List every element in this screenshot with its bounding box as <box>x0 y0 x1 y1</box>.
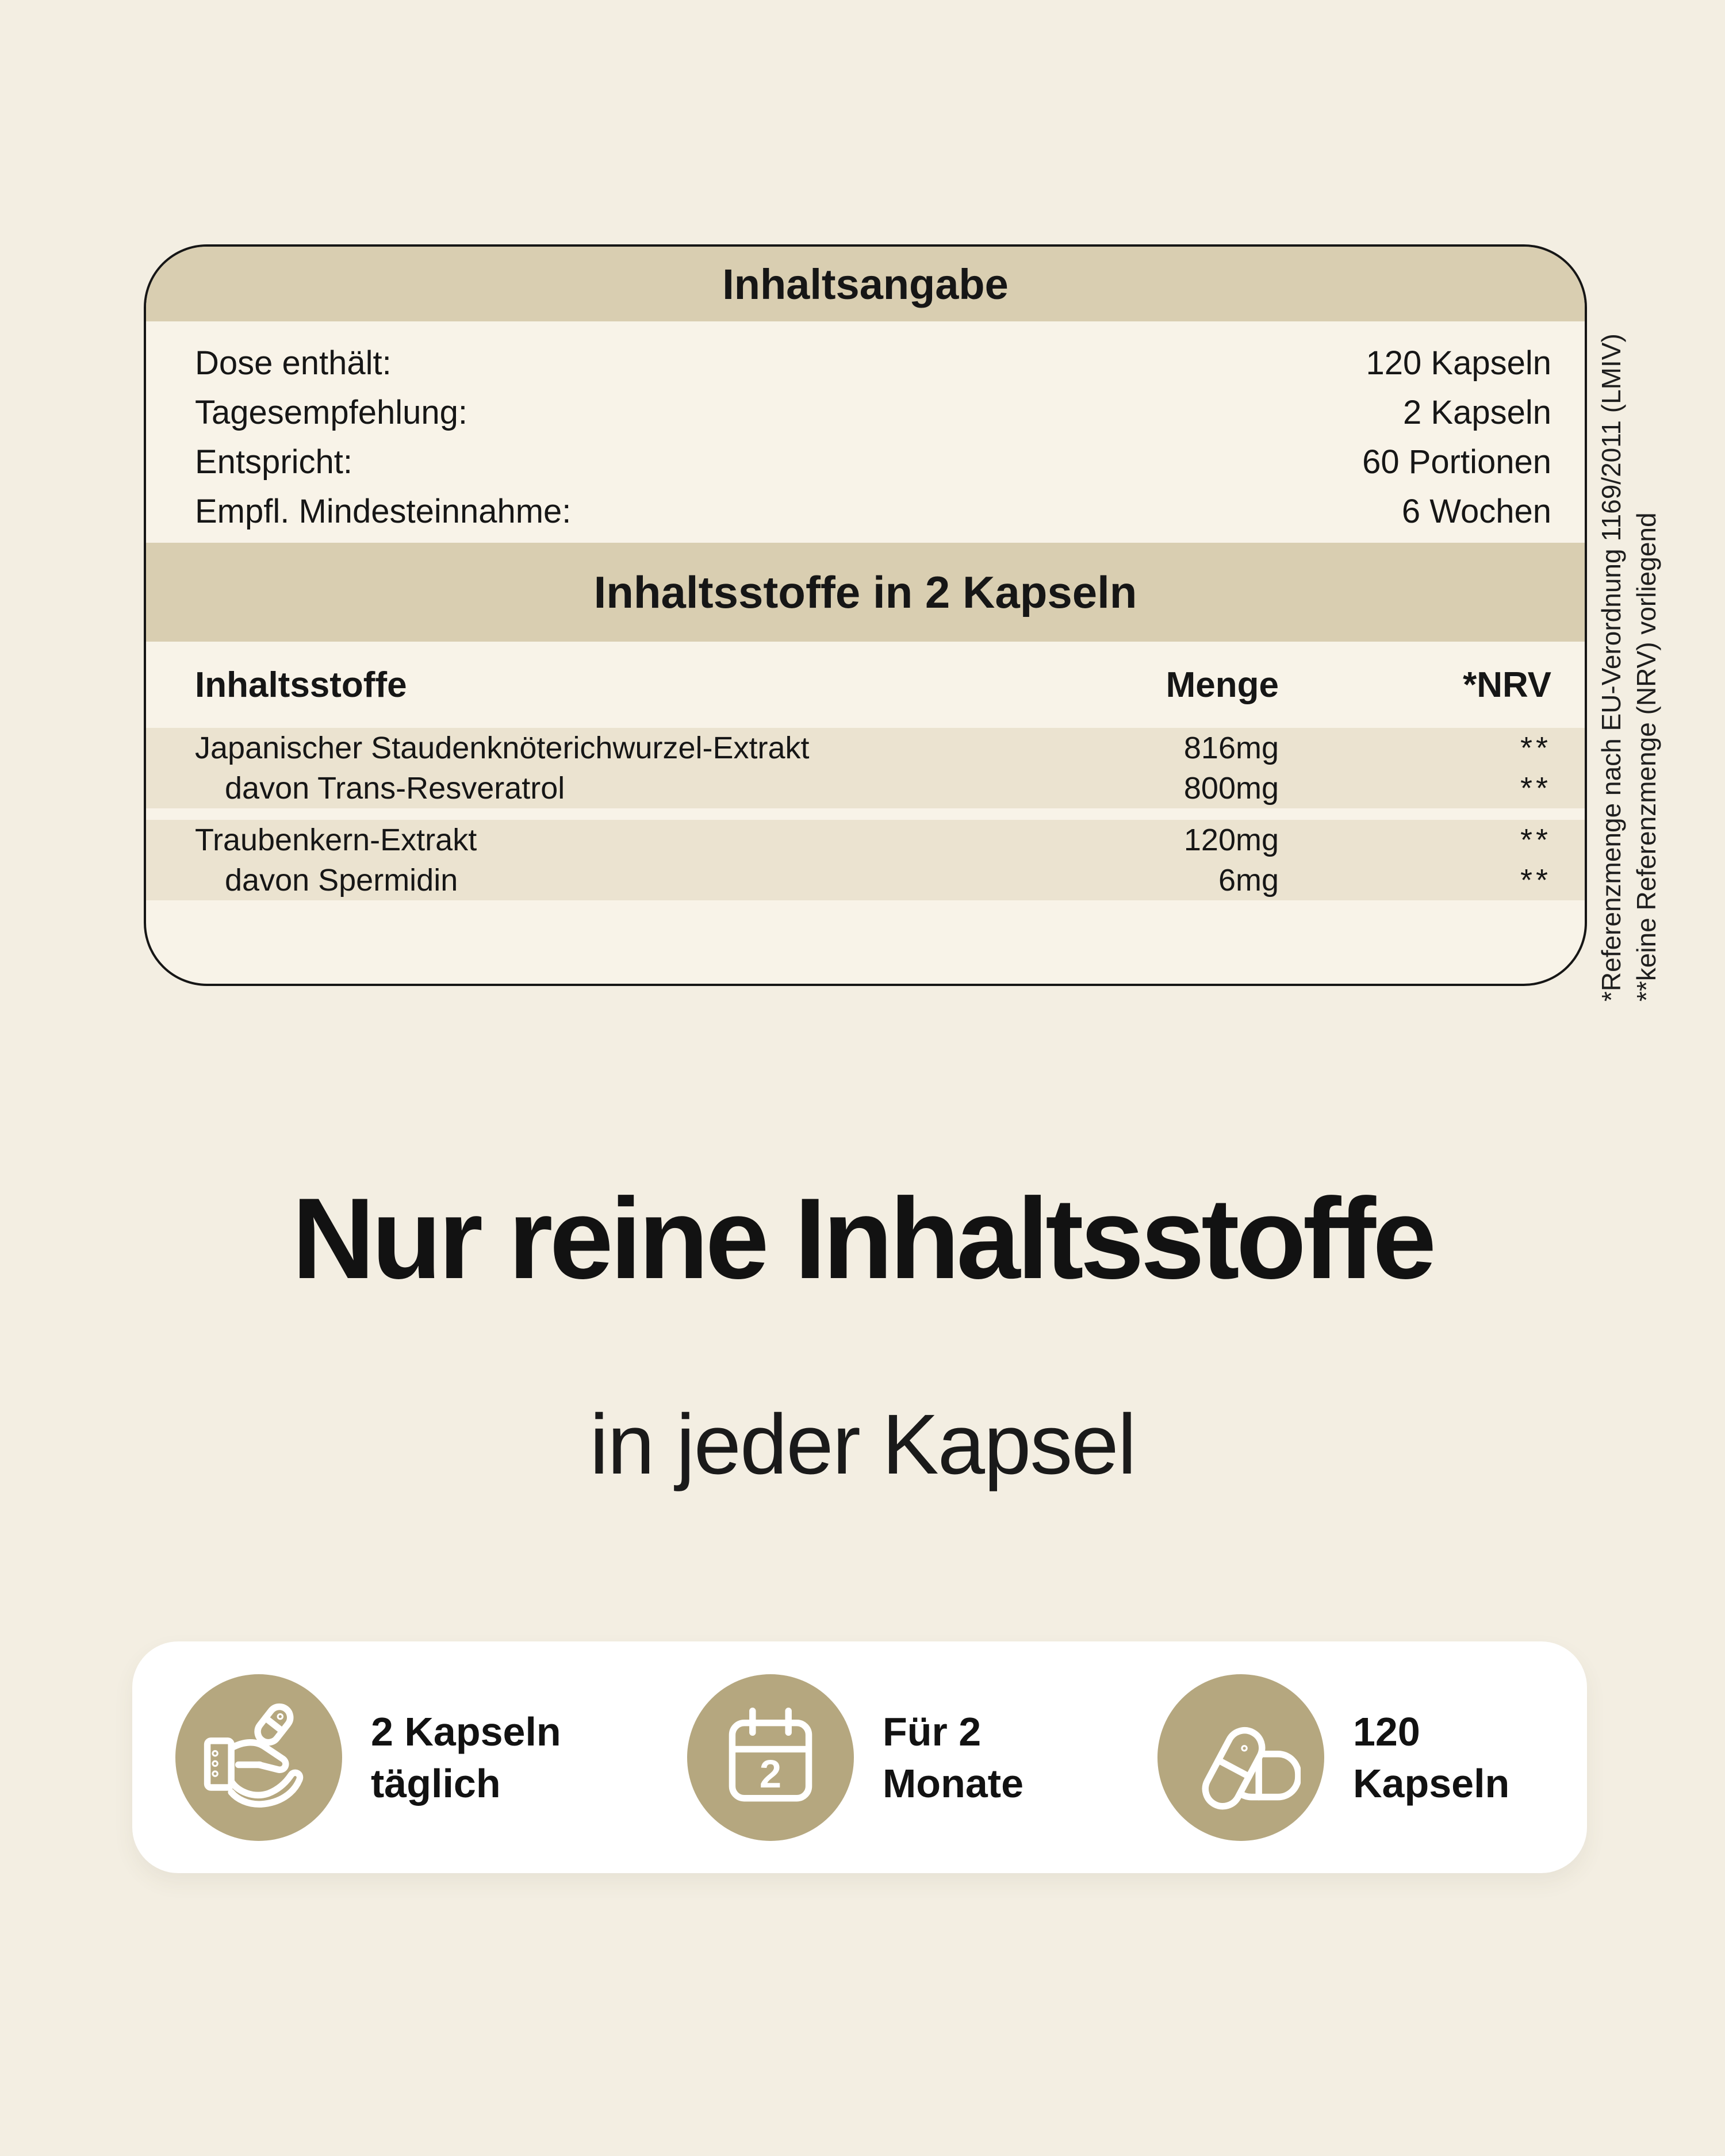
regulatory-footnote: *Referenzmenge nach EU-Verordnung 1169/2… <box>1594 333 1664 1002</box>
ingredient-name: Traubenkern-Extrakt <box>195 823 477 857</box>
calendar-icon: 2 <box>687 1674 854 1841</box>
ingredient-amount: 6mg <box>1218 863 1279 897</box>
dose-info-section: Dose enthält: 120 Kapseln Tagesempfehlun… <box>146 321 1585 543</box>
ingredient-row: davon Trans-Resveratrol 800mg ** <box>146 768 1585 808</box>
info-value: 2 Kapseln <box>1403 394 1551 431</box>
ingredient-row: Traubenkern-Extrakt 120mg ** <box>146 820 1585 860</box>
info-row: Empfl. Mindesteinnahme: 6 Wochen <box>195 487 1551 536</box>
info-value: 60 Portionen <box>1362 443 1551 481</box>
ingredient-amount: 120mg <box>1183 823 1279 857</box>
ingredient-nrv: ** <box>1520 823 1551 857</box>
benefit-caption-line-1: 2 Kapseln <box>371 1709 561 1754</box>
benefit-caption-line-2: Monate <box>883 1760 1023 1806</box>
capsules-icon <box>1157 1674 1324 1841</box>
info-value: 6 Wochen <box>1401 493 1551 530</box>
ingredient-name: davon Spermidin <box>225 863 458 897</box>
ingredient-group: Japanischer Staudenknöterichwurzel-Extra… <box>146 728 1585 808</box>
ingredient-column-label: Inhaltsstoffe <box>195 665 407 705</box>
benefit-caption-line-1: Für 2 <box>883 1709 982 1754</box>
page-subtitle: in jeder Kapsel <box>589 1397 1136 1492</box>
ingredient-nrv: ** <box>1520 731 1551 765</box>
benefit-item-count: 120 Kapseln <box>1157 1674 1509 1841</box>
info-label: Dose enthält: <box>195 344 392 382</box>
card-subheader-title: Inhaltsstoffe in 2 Kapseln <box>593 566 1137 617</box>
benefit-caption-line-1: 120 <box>1353 1709 1420 1754</box>
benefit-caption-line-2: Kapseln <box>1353 1760 1510 1806</box>
calendar-number: 2 <box>760 1752 781 1796</box>
ingredient-name: Japanischer Staudenknöterichwurzel-Extra… <box>195 731 810 765</box>
hand-capsule-icon <box>175 1674 342 1841</box>
footnote-line-1: *Referenzmenge nach EU-Verordnung 1169/2… <box>1596 333 1626 1002</box>
benefit-caption-line-2: täglich <box>371 1760 501 1806</box>
page-title: Nur reine Inhaltsstoffe <box>292 1175 1437 1303</box>
benefit-item-duration: 2 Für 2 Monate <box>687 1674 1023 1841</box>
info-value: 120 Kapseln <box>1366 344 1551 382</box>
nutrition-facts-card: Inhaltsangabe Dose enthält: 120 Kapseln … <box>144 244 1587 986</box>
info-label: Tagesempfehlung: <box>195 394 467 431</box>
benefit-caption: 120 Kapseln <box>1353 1706 1509 1809</box>
footnote-line-2: **keine Referenzmenge (NRV) vorliegend <box>1631 512 1661 1002</box>
info-label: Entspricht: <box>195 443 352 481</box>
ingredient-nrv: ** <box>1520 771 1551 805</box>
benefit-item-dosage: 2 Kapseln täglich <box>175 1674 561 1841</box>
ingredient-nrv: ** <box>1520 863 1551 897</box>
info-row: Entspricht: 60 Portionen <box>195 438 1551 487</box>
benefit-caption: Für 2 Monate <box>883 1706 1023 1809</box>
ingredient-group: Traubenkern-Extrakt 120mg ** davon Sperm… <box>146 820 1585 900</box>
ingredient-row: Japanischer Staudenknöterichwurzel-Extra… <box>146 728 1585 768</box>
card-header: Inhaltsangabe <box>146 247 1585 321</box>
info-label: Empfl. Mindesteinnahme: <box>195 493 572 530</box>
ingredient-amount: 800mg <box>1183 771 1279 805</box>
card-header-title: Inhaltsangabe <box>722 260 1009 308</box>
ingredients-column-header: Inhaltsstoffe Menge *NRV <box>146 642 1585 728</box>
benefits-bar: 2 Kapseln täglich 2 Für 2 Monate <box>132 1641 1587 1873</box>
card-subheader: Inhaltsstoffe in 2 Kapseln <box>146 543 1585 642</box>
ingredient-name: davon Trans-Resveratrol <box>225 771 565 805</box>
benefit-caption: 2 Kapseln täglich <box>371 1706 561 1809</box>
nrv-column-label: *NRV <box>1463 665 1551 705</box>
ingredient-row: davon Spermidin 6mg ** <box>146 860 1585 900</box>
group-divider <box>146 808 1585 820</box>
ingredient-amount: 816mg <box>1183 731 1279 765</box>
info-row: Dose enthält: 120 Kapseln <box>195 339 1551 388</box>
amount-column-label: Menge <box>1166 665 1279 705</box>
info-row: Tagesempfehlung: 2 Kapseln <box>195 388 1551 438</box>
